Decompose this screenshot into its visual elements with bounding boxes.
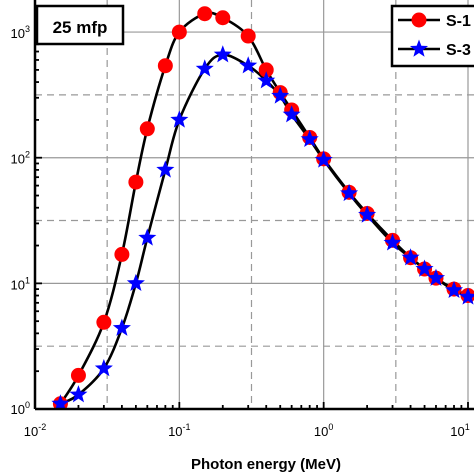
series-line-s-3 [59,53,469,405]
legend-label-s1: S-1 [446,13,471,30]
x-tick-labels: 10-2 10-1 100 101 [24,422,470,439]
data-point-s-1 [70,367,86,383]
data-point-s-3 [257,71,276,89]
data-point-s-1 [240,28,256,44]
data-point-s-3 [383,233,402,251]
data-point-s-3 [69,385,88,403]
annotation-box: 25 mfp [35,4,125,46]
data-point-s-3 [358,205,377,223]
y-tick-label: 101 [11,275,30,292]
data-point-s-3 [51,394,70,409]
legend-marker-circle [411,12,427,28]
data-point-s-1 [258,62,274,78]
x-tick-label: 101 [450,422,469,439]
data-point-s-3 [415,259,434,277]
legend-star-shape [409,39,429,57]
data-point-s-1 [96,314,112,330]
data-point-s-1 [128,174,144,190]
data-point-s-3 [271,86,290,104]
data-point-s-3 [300,129,319,148]
data-point-s-3 [213,45,232,63]
x-tick-label: 10-2 [24,422,46,439]
data-point-s-1 [139,121,155,137]
legend-marker-star [409,39,429,57]
data-point-s-3 [239,56,258,74]
y-tick-label: 103 [11,24,30,41]
x-tick-label: 100 [314,422,333,439]
y-tick-label: 100 [11,400,30,417]
data-point-s-3 [156,160,175,178]
data-point-s-1 [215,10,231,26]
data-point-s-3 [426,268,446,286]
legend-label-s3: S-3 [446,42,471,59]
data-point-s-1 [197,6,213,22]
data-point-s-3 [444,280,464,299]
legend-item-s1: S-1 [398,12,471,30]
series-markers [51,6,474,409]
annotation-text: 25 mfp [53,18,108,37]
x-tick-label: 10-1 [168,422,190,439]
data-point-s-1 [157,58,173,74]
legend-item-s3: S-3 [398,39,471,59]
data-point-s-3 [94,359,113,377]
x-axis-title: Photon energy (MeV) [191,456,341,473]
data-point-s-3 [340,183,359,202]
data-point-s-1 [171,24,187,40]
data-point-s-3 [126,273,145,292]
data-point-s-1 [114,246,130,262]
data-point-s-3 [458,287,474,305]
legend: S-1 S-3 [390,4,474,68]
data-point-s-3 [195,59,214,77]
data-point-s-3 [401,248,420,266]
data-point-s-3 [282,105,301,123]
data-point-s-3 [138,228,157,246]
data-point-s-3 [112,318,131,336]
data-point-s-3 [170,110,189,128]
y-tick-label: 102 [11,150,30,167]
data-point-s-3 [314,150,333,168]
y-tick-labels: 100 101 102 103 [11,24,30,417]
